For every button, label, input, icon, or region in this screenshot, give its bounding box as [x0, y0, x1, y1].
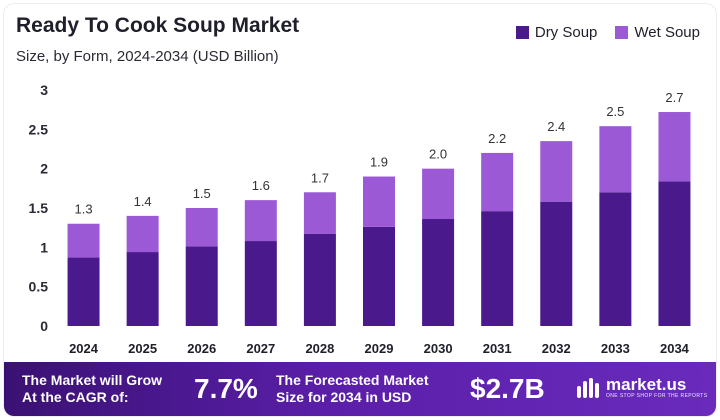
bar-dry-soup [126, 252, 159, 326]
legend-item-dry-soup: Dry Soup [515, 24, 598, 41]
x-tick-label: 2032 [542, 341, 571, 356]
bar-dry-soup [185, 246, 218, 326]
footer-banner: The Market will Grow At the CAGR of: 7.7… [4, 362, 716, 416]
x-tick-label: 2034 [660, 341, 690, 356]
bar-total-label: 2.5 [606, 104, 624, 119]
y-tick-label: 0.5 [29, 279, 49, 295]
legend-swatch-wet-soup [615, 26, 629, 39]
cagr-text: The Market will Grow At the CAGR of: [22, 372, 162, 406]
bar-wet-soup [67, 223, 100, 258]
bar-wet-soup [244, 200, 277, 242]
bar-total-label: 1.7 [311, 170, 329, 185]
legend-label-wet-soup: Wet Soup [634, 24, 700, 41]
brand-logo: market.us ONE STOP SHOP FOR THE REPORTS [576, 376, 707, 399]
bar-total-label: 1.4 [134, 194, 152, 209]
bar-total-label: 2.7 [665, 90, 683, 105]
y-tick-label: 0 [40, 318, 48, 334]
bar-dry-soup [303, 233, 336, 326]
x-tick-label: 2029 [365, 341, 394, 356]
x-tick-label: 2026 [187, 341, 216, 356]
bar-dry-soup [67, 257, 100, 326]
brand-name: market.us [606, 375, 687, 394]
bar-dry-soup [599, 192, 632, 326]
stacked-bar-chart: 0 0.5 1 1.5 2 2.5 3 1.3 2024 1.4 2025 1.5 2026 1.6 202… [29, 82, 691, 356]
bar-total-label: 1.6 [252, 178, 270, 193]
bar-wet-soup [422, 168, 455, 220]
x-tick-label: 2027 [246, 341, 275, 356]
legend-label-dry-soup: Dry Soup [534, 24, 598, 41]
chart-subtitle: Size, by Form, 2024-2034 (USD Billion) [16, 48, 279, 65]
bar-dry-soup [244, 241, 277, 326]
x-tick-label: 2025 [128, 341, 157, 356]
x-tick-label: 2024 [69, 341, 99, 356]
bar-wet-soup [599, 126, 632, 193]
y-tick-label: 1 [40, 239, 48, 255]
forecast-value: $2.7B [470, 373, 545, 404]
forecast-text: The Forecasted Market Size for 2034 in U… [276, 372, 429, 406]
cagr-line-1: The Market will Grow [22, 372, 163, 388]
cagr-line-2: At the CAGR of: [22, 389, 129, 405]
y-tick-label: 1.5 [29, 200, 49, 216]
brand-tagline: ONE STOP SHOP FOR THE REPORTS [606, 393, 708, 399]
forecast-line-1: The Forecasted Market [276, 372, 429, 388]
bar-total-label: 2.2 [488, 131, 506, 146]
bar-dry-soup [363, 226, 395, 326]
market-us-logo-icon [577, 377, 599, 398]
bar-total-label: 2.0 [429, 147, 447, 162]
y-tick-label: 2.5 [29, 121, 49, 137]
bar-wet-soup [363, 176, 395, 227]
bar-total-label: 2.4 [547, 119, 565, 134]
cagr-value: 7.7% [194, 373, 258, 404]
bar-wet-soup [481, 152, 514, 212]
bar-total-label: 1.5 [193, 186, 211, 201]
bar-wet-soup [185, 208, 218, 247]
y-tick-label: 2 [40, 161, 48, 177]
x-tick-label: 2033 [601, 341, 630, 356]
y-tick-label: 3 [40, 82, 48, 98]
chart-legend: Dry Soup Wet Soup [515, 24, 700, 41]
bar-wet-soup [126, 215, 159, 253]
bar-wet-soup [658, 112, 691, 182]
bar-total-label: 1.3 [75, 202, 93, 217]
chart-card: Ready To Cook Soup Market Size, by Form,… [4, 4, 716, 416]
x-tick-label: 2031 [483, 341, 512, 356]
bar-dry-soup [481, 211, 514, 326]
legend-item-wet-soup: Wet Soup [615, 24, 700, 41]
forecast-line-2: Size for 2034 in USD [276, 389, 412, 405]
legend-swatch-dry-soup [515, 26, 529, 39]
bar-total-label: 1.9 [370, 155, 388, 170]
bar-dry-soup [658, 181, 691, 326]
x-tick-label: 2030 [424, 341, 453, 356]
bar-wet-soup [540, 141, 573, 202]
bar-dry-soup [540, 201, 573, 326]
bar-dry-soup [422, 219, 455, 326]
bar-wet-soup [303, 192, 336, 234]
chart-title: Ready To Cook Soup Market [16, 14, 300, 37]
x-tick-label: 2028 [305, 341, 334, 356]
